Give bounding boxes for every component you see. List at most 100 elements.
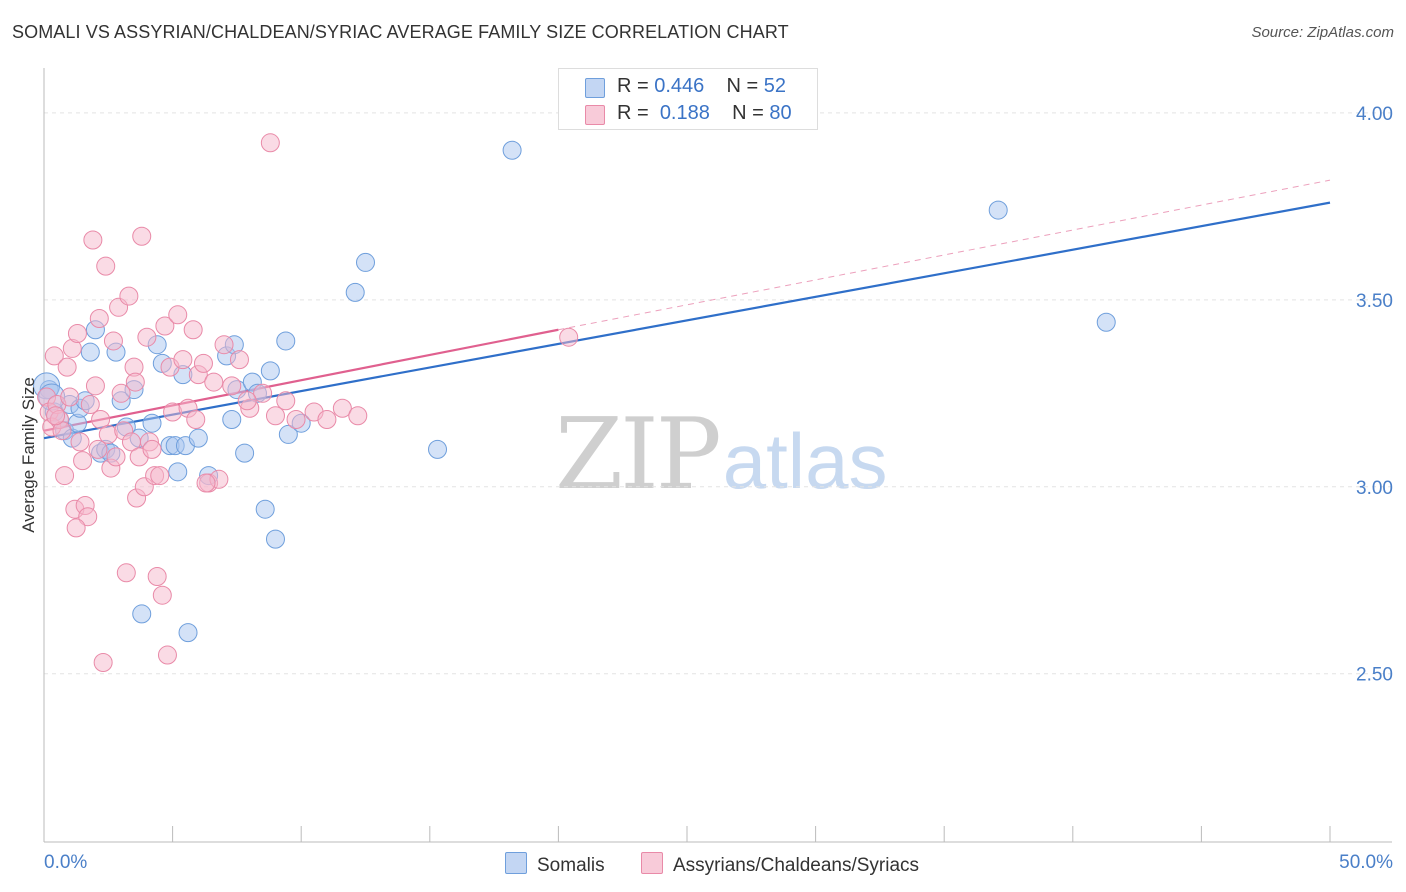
assyrians-swatch — [585, 105, 605, 125]
assyrian-point — [44, 346, 64, 366]
bottom-legend-assyrians: Assyrians/Chaldeans/Syriacs — [641, 852, 919, 877]
somali-point — [428, 439, 448, 459]
assyrian-point — [119, 286, 139, 306]
somali-point — [255, 499, 275, 519]
assyrian-point — [168, 305, 188, 325]
assyrian-point — [150, 466, 170, 486]
watermark-zip: ZIP — [555, 398, 722, 512]
assyrian-trend-extension — [558, 179, 1331, 331]
correlation-legend: R = 0.446 N = 52 R = 0.188 N = 80 — [558, 68, 818, 130]
assyrian-point — [70, 432, 90, 452]
somali-point — [80, 342, 100, 362]
assyrian-point — [137, 327, 157, 347]
somali-trend-line — [43, 201, 1331, 440]
assyrian-point — [332, 398, 352, 418]
assyrian-point — [348, 406, 368, 426]
assyrian-point — [173, 350, 193, 370]
y-tick-label: 3.50 — [1356, 291, 1393, 312]
assyrian-point — [60, 387, 80, 407]
assyrian-point — [57, 357, 77, 377]
assyrian-point — [125, 372, 145, 392]
watermark-atlas: atlas — [722, 417, 888, 505]
assyrian-point — [237, 391, 257, 411]
assyrian-point — [253, 383, 273, 403]
assyrian-point — [83, 230, 103, 250]
assyrian-point — [214, 335, 234, 355]
assyrian-trend-line — [43, 328, 559, 432]
somali-point — [168, 462, 188, 482]
assyrian-point — [73, 451, 93, 471]
somalis-r-label: R = — [617, 75, 649, 97]
assyrian-point — [222, 376, 242, 396]
assyrian-point — [78, 507, 98, 527]
somali-point — [132, 604, 152, 624]
assyrian-point — [96, 256, 116, 276]
somali-point — [235, 443, 255, 463]
assyrian-point — [152, 585, 172, 605]
assyrian-point — [157, 645, 177, 665]
assyrian-point — [260, 133, 280, 153]
assyrian-point — [106, 447, 126, 467]
assyrian-point — [103, 331, 123, 351]
y-tick-label: 3.00 — [1356, 478, 1393, 499]
assyrian-point — [286, 409, 306, 429]
axes — [43, 68, 1392, 843]
assyrian-point — [91, 409, 111, 429]
somali-point — [1096, 312, 1116, 332]
somali-point — [276, 331, 296, 351]
assyrian-point — [186, 409, 206, 429]
y-axis-title: Average Family Size — [19, 377, 38, 533]
legend-row-assyrians-text: R = 0.188 N = 80 — [617, 102, 792, 125]
assyrians-n-label: N = — [732, 102, 764, 124]
assyrian-point — [276, 391, 296, 411]
source-credit: Source: ZipAtlas.com — [1251, 24, 1394, 41]
assyrian-point — [116, 563, 136, 583]
chart-title: SOMALI VS ASSYRIAN/CHALDEAN/SYRIAC AVERA… — [12, 22, 789, 42]
assyrian-point — [155, 316, 175, 336]
somali-point — [178, 623, 198, 643]
somalis-n-value: 52 — [763, 75, 787, 97]
assyrian-point — [204, 372, 224, 392]
watermark: ZIPatlas — [555, 398, 888, 512]
assyrian-point — [265, 406, 285, 426]
assyrians-r-value: 0.188 — [659, 102, 710, 124]
assyrian-point — [196, 473, 216, 493]
x-tick-label-end: 50.0% — [1339, 852, 1393, 873]
assyrian-point — [111, 383, 131, 403]
assyrian-point — [317, 409, 337, 429]
bottom-somalis-label: Somalis — [537, 855, 605, 876]
somali-point — [502, 140, 522, 160]
assyrian-point — [559, 327, 579, 347]
assyrian-point — [193, 353, 213, 373]
assyrian-point — [46, 406, 66, 426]
bottom-legend-somalis: Somalis — [505, 852, 605, 877]
trend-lines — [43, 179, 1331, 440]
assyrian-point — [67, 323, 87, 343]
assyrians-n-value: 80 — [769, 102, 792, 124]
somali-point — [222, 409, 242, 429]
somali-point — [260, 361, 280, 381]
somali-point — [356, 252, 375, 272]
assyrian-point — [147, 567, 167, 587]
somali-point — [278, 424, 298, 444]
assyrian-point — [183, 320, 203, 340]
assyrian-point — [88, 439, 108, 459]
assyrian-point — [142, 439, 162, 459]
somali-point — [345, 282, 365, 302]
y-tick-label: 2.50 — [1356, 665, 1393, 686]
data-points — [33, 133, 1116, 673]
x-tick-label-start: 0.0% — [44, 852, 87, 873]
assyrian-point — [229, 350, 249, 370]
assyrians-r-label: R = — [617, 102, 649, 124]
tick-labels: 2.50 3.00 3.50 4.00 0.0% 50.0% — [44, 104, 1393, 873]
assyrian-point — [66, 518, 86, 538]
assyrian-point — [89, 309, 109, 329]
y-tick-label: 4.00 — [1356, 104, 1393, 125]
somali-point — [988, 200, 1008, 220]
somalis-r-value: 0.446 — [654, 75, 705, 97]
legend-row-somalis-text: R = 0.446 N = 52 — [617, 75, 786, 98]
bottom-assyrians-swatch — [641, 852, 663, 874]
somalis-n-label: N = — [726, 75, 759, 97]
assyrian-point — [55, 466, 75, 486]
